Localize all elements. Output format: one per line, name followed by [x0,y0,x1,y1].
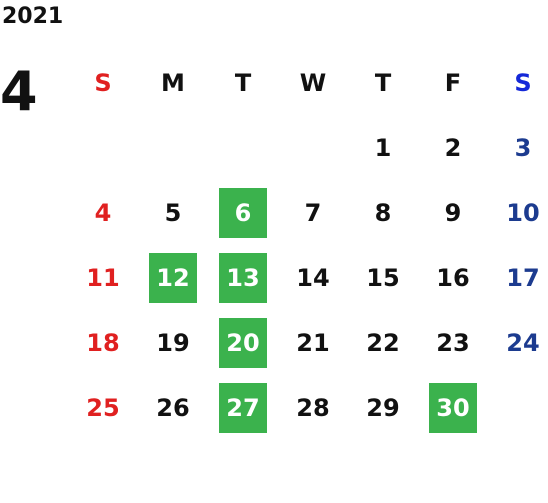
month-number: 4 [0,60,38,123]
weekday-header-tue: T [234,68,252,97]
day-cell: 27 [208,375,278,440]
weekday-header-wed: W [299,68,327,97]
day-cell: 25 [86,393,120,422]
day-cell: 26 [156,393,190,422]
weekday-header-thu: T [374,68,392,97]
day-cell: 28 [296,393,330,422]
day-cell: 7 [304,198,322,227]
day-cell: 21 [296,328,330,357]
day-cell: 8 [374,198,392,227]
day-cell: 22 [366,328,400,357]
day-cell: 10 [506,198,540,227]
weekday-header-mon: M [161,68,185,97]
day-cell: 30 [418,375,488,440]
day-cell: 4 [94,198,112,227]
day-cell: 20 [208,310,278,375]
day-cell: 24 [506,328,540,357]
weekday-header-sun: S [94,68,112,97]
day-cell [138,115,208,180]
day-cell: 12 [138,245,208,310]
year-label: 2021 [2,4,64,29]
day-cell: 1 [374,133,392,162]
day-cell: 23 [436,328,470,357]
day-cell: 18 [86,328,120,357]
day-cell: 11 [86,263,120,292]
calendar-grid: S M T W T F S 1 2 3 4 5 6 7 8 9 10 11 12… [68,50,548,440]
weekday-header-fri: F [444,68,462,97]
day-cell: 9 [444,198,462,227]
day-cell: 2 [444,133,462,162]
day-cell [488,375,548,440]
day-cell: 19 [156,328,190,357]
day-cell: 16 [436,263,470,292]
day-cell: 29 [366,393,400,422]
weekday-header-sat: S [514,68,532,97]
day-cell [68,115,138,180]
day-cell: 14 [296,263,330,292]
day-cell: 17 [506,263,540,292]
day-cell: 15 [366,263,400,292]
day-cell [208,115,278,180]
day-cell: 5 [164,198,182,227]
day-cell: 6 [208,180,278,245]
day-cell: 13 [208,245,278,310]
day-cell: 3 [514,133,532,162]
day-cell [278,115,348,180]
